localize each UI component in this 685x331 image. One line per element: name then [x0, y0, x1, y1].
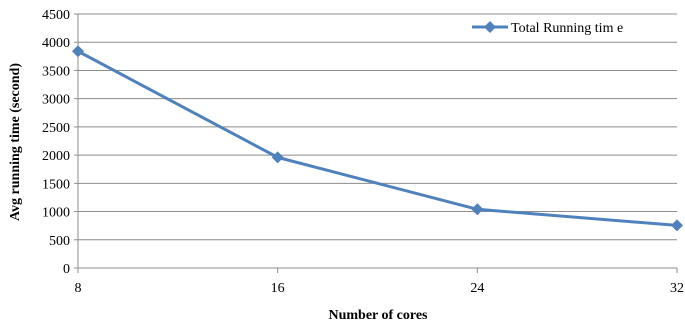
y-tick-labels: 0 500 1000 1500 2000 2500 3000 3500 4000 4500: [42, 8, 70, 277]
y-axis-title: Avg running time (second): [8, 63, 23, 221]
y-tick-label: 4000: [42, 36, 70, 51]
x-tick-label: 32: [670, 281, 684, 296]
legend-diamond-marker: [484, 21, 496, 33]
y-tick-label: 3500: [42, 64, 70, 79]
y-tick-label: 2500: [42, 121, 70, 136]
data-point-marker: [671, 219, 683, 232]
y-tick-label: 2000: [42, 149, 70, 164]
x-tick-label: 16: [271, 281, 285, 296]
y-tick-label: 3000: [42, 93, 70, 108]
data-point-marker: [471, 203, 484, 216]
legend-label: Total Running tim e: [511, 21, 623, 36]
y-tick-label: 1000: [42, 206, 70, 221]
series: [72, 45, 683, 232]
y-tick-label: 0: [63, 262, 70, 277]
y-tick-label: 4500: [42, 8, 70, 23]
x-tick-label: 8: [75, 281, 82, 296]
gridlines: [78, 13, 677, 241]
data-point-marker: [72, 45, 84, 58]
x-tick-labels: 8 16 24 32: [75, 281, 685, 296]
x-axis-title: Number of cores: [328, 308, 428, 323]
y-tick-label: 1500: [42, 177, 70, 192]
series-line: [77, 49, 678, 227]
axes: [74, 13, 678, 273]
legend: Total Running tim e: [472, 21, 623, 36]
data-point-marker: [271, 151, 284, 164]
x-tick-label: 24: [470, 281, 484, 296]
y-tick-label: 500: [49, 234, 70, 249]
